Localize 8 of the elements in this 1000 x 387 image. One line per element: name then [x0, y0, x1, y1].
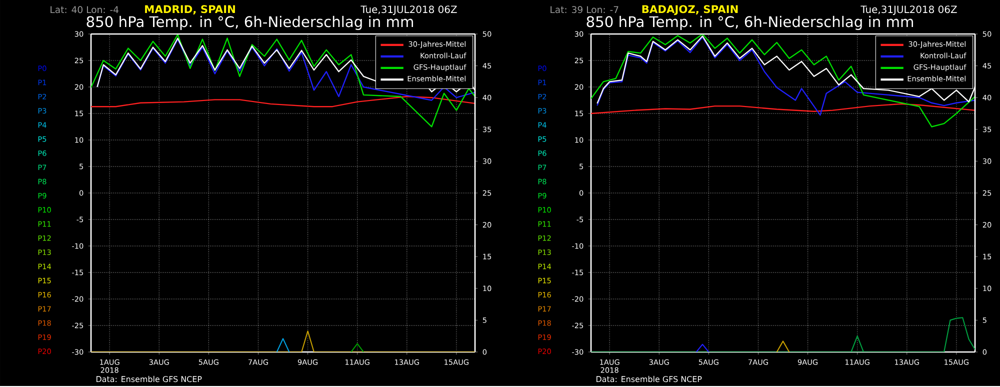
text: Tue,31JUL2018 06Z: [360, 6, 457, 16]
chart-title: 850 hPa Temp. in °C, 6h-Niederschlag in mm: [86, 16, 413, 30]
text: Lat: 40 Lon: -4: [50, 6, 119, 14]
text: Tue,31JUL2018 06Z: [860, 6, 957, 16]
chart-subtitle: BADAJOZ, SPAIN: [642, 5, 738, 16]
chart-subtitle: MADRID, SPAIN: [145, 5, 235, 15]
text: Lat: 39 Lon: -7: [550, 6, 618, 14]
chart-title: 850 hPa Temp. in °C, 6h-Niederschlag in mm: [586, 16, 913, 30]
